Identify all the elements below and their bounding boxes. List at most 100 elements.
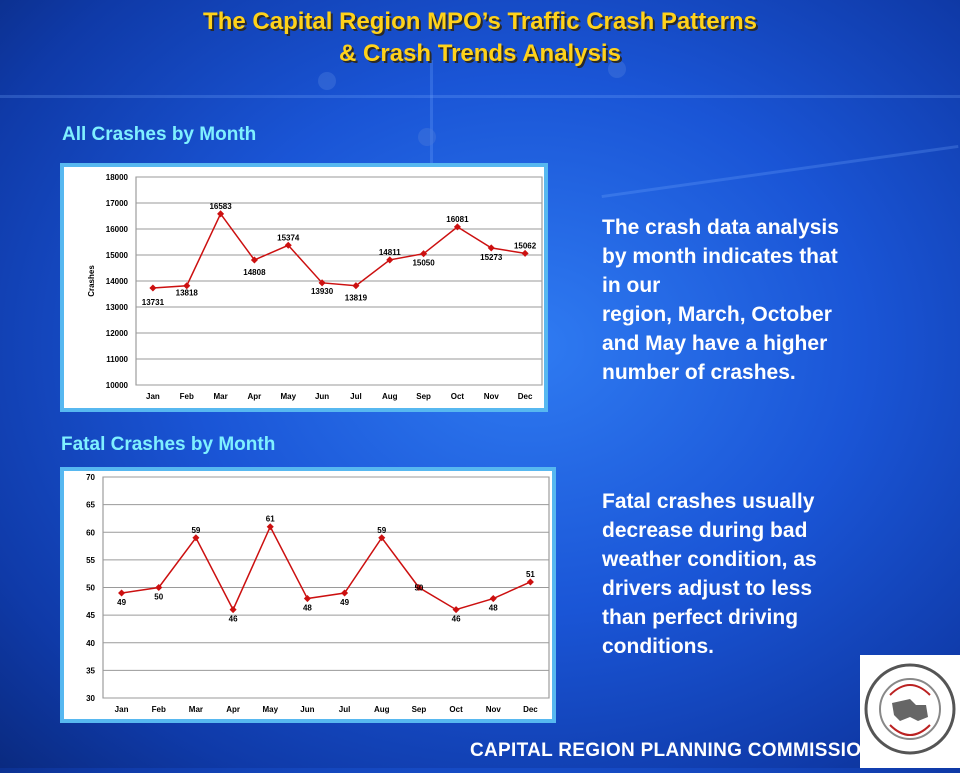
data-point: [183, 282, 191, 290]
data-point: [352, 282, 360, 290]
x-tick-label: Jul: [350, 392, 362, 401]
data-label: 15062: [514, 241, 537, 250]
all-crashes-note: The crash data analysis by month indicat…: [602, 213, 839, 387]
data-point: [266, 523, 274, 531]
data-label: 46: [452, 615, 461, 624]
x-tick-label: Sep: [416, 392, 431, 401]
y-tick-label: 70: [86, 473, 95, 482]
x-tick-label: May: [280, 392, 296, 401]
y-tick-label: 65: [86, 501, 95, 510]
x-tick-label: Jul: [339, 705, 351, 714]
data-label: 59: [191, 526, 200, 535]
y-tick-label: 12000: [106, 329, 129, 338]
x-tick-label: Dec: [518, 392, 533, 401]
x-tick-label: Aug: [382, 392, 398, 401]
x-tick-label: Mar: [189, 705, 203, 714]
x-tick-label: Sep: [412, 705, 427, 714]
note-line: conditions.: [602, 635, 714, 658]
y-tick-label: 10000: [106, 381, 129, 390]
x-tick-label: Jan: [146, 392, 160, 401]
all-crashes-chart-svg: 10000 11000 12000 13000 14000 15000 16000 17000…: [87, 173, 543, 401]
footer-commission-name: CAPITAL REGION PLANNING COMMISSION: [470, 740, 876, 761]
note-line: and May have a higher: [602, 332, 828, 355]
series-line: [152, 212, 526, 289]
data-label: 14811: [379, 248, 401, 257]
data-label: 15374: [277, 233, 300, 242]
data-point: [303, 595, 311, 603]
note-line: The crash data analysis: [602, 216, 839, 239]
data-label: 61: [266, 515, 275, 524]
note-line: drivers adjust to less: [602, 577, 813, 600]
data-label: 15050: [412, 259, 435, 268]
data-label: 50: [414, 584, 423, 593]
y-tick-label: 40: [86, 639, 95, 648]
x-tick-label: Apr: [226, 705, 240, 714]
background-map-line: [601, 144, 959, 199]
data-point: [118, 589, 126, 597]
note-line: number of crashes.: [602, 361, 796, 384]
fatal-crashes-chart-svg: 30 35 40 45 50 55 60 65 70 Jan Feb Mar Apr May Jun Jul A…: [86, 473, 550, 714]
x-tick-label: Nov: [486, 705, 502, 714]
y-tick-label: 35: [86, 666, 95, 675]
y-tick-label: 60: [86, 528, 95, 537]
crpc-seal-icon: [864, 663, 956, 755]
y-tick-label: 45: [86, 611, 95, 620]
data-label: 48: [489, 604, 498, 613]
y-tick-label: 30: [86, 694, 95, 703]
data-point: [155, 583, 163, 592]
y-tick-label: 13000: [106, 303, 129, 312]
data-point: [526, 578, 534, 586]
x-tick-label: Mar: [213, 392, 227, 401]
data-label: 59: [377, 526, 386, 535]
background-map-dot: [418, 128, 436, 146]
data-label: 15273: [480, 253, 503, 262]
y-axis-title: Crashes: [87, 265, 96, 297]
x-tick-label: Jun: [315, 392, 329, 401]
data-point: [284, 241, 292, 249]
data-point: [149, 284, 157, 292]
y-tick-label: 17000: [106, 199, 129, 208]
data-point: [452, 606, 460, 614]
data-point: [386, 256, 394, 264]
data-point: [453, 223, 461, 231]
y-tick-label: 15000: [106, 251, 129, 260]
x-tick-label: Feb: [152, 705, 166, 714]
x-tick-label: Aug: [374, 705, 390, 714]
data-label: 50: [154, 593, 163, 602]
background-map-dot: [608, 60, 626, 78]
data-label: 13731: [142, 298, 165, 307]
background-map-line: [0, 95, 960, 98]
x-tick-label: Jun: [300, 705, 314, 714]
note-line: by month indicates that: [602, 245, 838, 268]
x-tick-label: Dec: [523, 705, 538, 714]
data-label: 49: [340, 598, 349, 607]
x-tick-label: Nov: [484, 392, 500, 401]
x-tick-label: Oct: [451, 392, 465, 401]
series-line: [121, 524, 531, 612]
y-tick-label: 14000: [106, 277, 129, 286]
data-point: [229, 606, 237, 614]
y-tick-label: 55: [86, 556, 95, 565]
fatal-crashes-chart: 30 35 40 45 50 55 60 65 70 Jan Feb Mar Apr May Jun Jul A…: [60, 467, 556, 723]
x-tick-label: Feb: [180, 392, 194, 401]
all-crashes-label: All Crashes by Month: [62, 124, 257, 145]
data-point: [420, 250, 428, 258]
y-tick-label: 18000: [106, 173, 129, 182]
y-tick-label: 50: [86, 584, 95, 593]
data-point: [415, 583, 423, 592]
data-point: [217, 210, 225, 218]
all-crashes-chart: 10000 11000 12000 13000 14000 15000 16000 17000…: [60, 163, 548, 412]
note-line: than perfect driving: [602, 606, 799, 629]
x-tick-label: May: [262, 705, 278, 714]
note-line: decrease during bad: [602, 519, 808, 542]
title-line-1: The Capital Region MPO’s Traffic Crash P…: [203, 8, 757, 35]
x-tick-label: Jan: [115, 705, 129, 714]
data-label: 51: [526, 570, 535, 579]
data-point: [489, 595, 497, 603]
data-label: 13819: [345, 294, 368, 303]
data-point: [521, 249, 529, 257]
data-label: 46: [229, 615, 238, 624]
slide-title: The Capital Region MPO’s Traffic Crash P…: [0, 6, 960, 70]
data-label: 16583: [209, 202, 232, 211]
note-line: in our: [602, 274, 661, 297]
